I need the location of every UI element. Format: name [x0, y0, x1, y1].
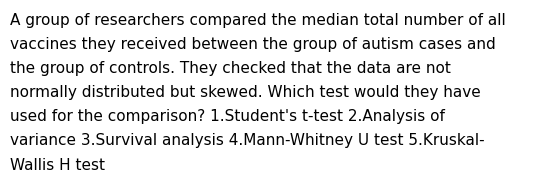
Text: used for the comparison? 1.Student's t-test 2.Analysis of: used for the comparison? 1.Student's t-t… — [10, 109, 445, 124]
Text: the group of controls. They checked that the data are not: the group of controls. They checked that… — [10, 61, 451, 76]
Text: Wallis H test: Wallis H test — [10, 158, 105, 173]
Text: normally distributed but skewed. Which test would they have: normally distributed but skewed. Which t… — [10, 85, 481, 100]
Text: A group of researchers compared the median total number of all: A group of researchers compared the medi… — [10, 13, 506, 28]
Text: vaccines they received between the group of autism cases and: vaccines they received between the group… — [10, 37, 496, 52]
Text: variance 3.Survival analysis 4.Mann-Whitney U test 5.Kruskal-: variance 3.Survival analysis 4.Mann-Whit… — [10, 133, 485, 149]
